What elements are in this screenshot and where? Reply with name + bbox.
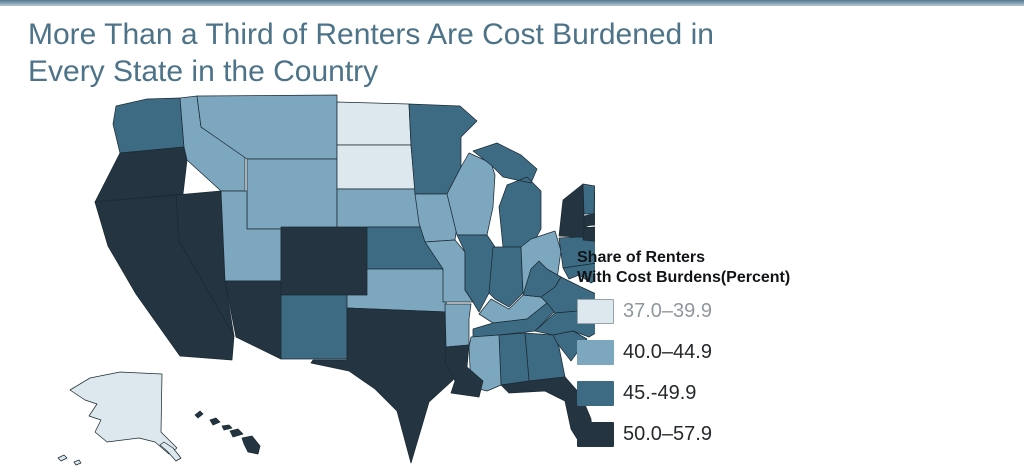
state-ma [583, 213, 595, 227]
legend-swatch-bin1 [577, 298, 614, 324]
legend-label-bin2: 40.0–44.9 [623, 340, 712, 363]
state-nd [336, 101, 412, 146]
state-wy [246, 158, 338, 230]
state-ak-aleutians [57, 454, 82, 466]
legend-title-line1: Share of Renters [577, 249, 706, 266]
legend-title: Share of Renters With Cost Burdens(Perce… [577, 248, 877, 288]
legend-items: 37.0–39.9 40.0–44.9 45.-49.9 50.0–57.9 [577, 298, 877, 447]
legend-label-bin1: 37.0–39.9 [623, 299, 712, 322]
legend-label-bin3: 45.-49.9 [623, 381, 697, 404]
legend-item: 37.0–39.9 [577, 298, 877, 324]
state-vt [582, 183, 595, 215]
page-title: More Than a Third of Renters Are Cost Bu… [28, 16, 888, 90]
top-accent-bar [0, 0, 1024, 6]
state-il [456, 234, 496, 313]
state-ct [582, 226, 595, 242]
state-ca [94, 194, 235, 361]
legend-item: 50.0–57.9 [577, 421, 877, 447]
state-la [444, 344, 484, 398]
state-ak [69, 371, 178, 455]
state-or [94, 146, 188, 203]
state-nm [280, 294, 348, 360]
page-title-line1: More Than a Third of Renters Are Cost Bu… [28, 18, 714, 51]
legend-label-bin4: 50.0–57.9 [623, 422, 712, 445]
legend-swatch-bin4 [577, 421, 614, 447]
page-title-line2: Every State in the Country [28, 55, 379, 88]
state-ak-panhandle [159, 441, 182, 462]
legend-swatch-bin3 [577, 380, 614, 406]
us-map-svg [57, 94, 595, 466]
state-sd [336, 144, 416, 190]
us-choropleth-map [50, 90, 595, 475]
legend-swatch-bin2 [577, 339, 614, 365]
state-hi [194, 410, 261, 455]
hawaii-inset [194, 410, 261, 455]
state-ar [444, 303, 472, 348]
legend-item: 40.0–44.9 [577, 339, 877, 365]
contiguous-states [94, 94, 595, 464]
legend-item: 45.-49.9 [577, 380, 877, 406]
state-wa [112, 97, 185, 154]
state-in [488, 246, 524, 308]
state-nh [593, 185, 595, 215]
legend-title-line2: With Cost Burdens(Percent) [577, 269, 791, 286]
state-md [562, 262, 595, 284]
map-legend: Share of Renters With Cost Burdens(Perce… [577, 248, 877, 462]
state-al [498, 332, 530, 386]
alaska-inset [57, 371, 182, 466]
state-co [280, 226, 368, 296]
